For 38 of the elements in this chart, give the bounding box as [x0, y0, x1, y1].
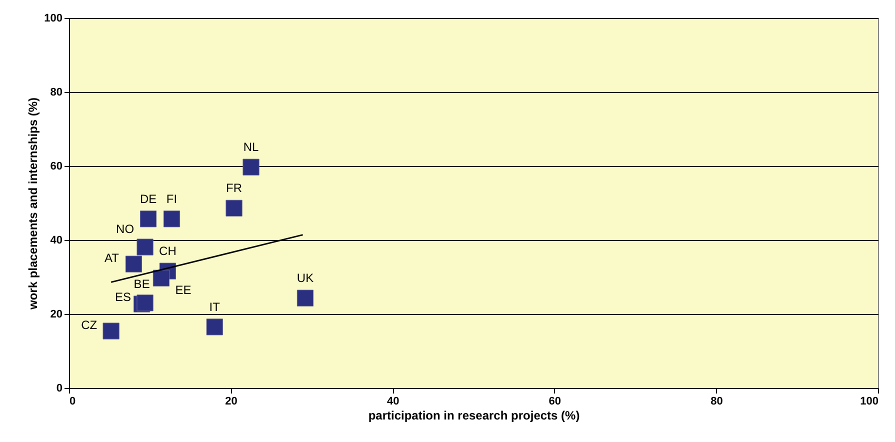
point	[163, 210, 180, 228]
x-tick-label: 20	[225, 396, 238, 408]
y-axis-title: work placements and internships (%)	[26, 97, 40, 311]
point	[242, 158, 260, 176]
x-tick-label: 0	[70, 396, 76, 408]
x-tick-label: 100	[860, 396, 878, 408]
annotation: IT	[209, 300, 221, 314]
y-tick-label: 0	[56, 382, 62, 394]
annotation: AT	[104, 251, 120, 266]
annotation: FI	[166, 192, 178, 206]
annotation: CZ	[81, 318, 98, 332]
point	[296, 290, 314, 306]
annotation: ES	[115, 290, 132, 304]
annotation: CH	[159, 244, 176, 258]
y-tick-label: 100	[44, 12, 62, 24]
point	[102, 322, 120, 340]
annotation: UK	[296, 271, 314, 286]
x-tick-label: 60	[548, 396, 562, 408]
y-tick-label: 20	[50, 308, 62, 320]
x-tick-label: 80	[710, 396, 723, 408]
annotation: NL	[243, 140, 260, 154]
y-tick-label: 60	[50, 160, 62, 172]
annotation: DE	[140, 192, 157, 206]
point	[125, 256, 142, 272]
point	[226, 200, 242, 216]
annotation: FR	[226, 181, 242, 196]
point	[152, 270, 170, 286]
x-tick-label: 40	[386, 396, 400, 408]
y-tick-label: 40	[50, 234, 62, 246]
point	[206, 318, 223, 336]
annotation: NO	[116, 222, 134, 236]
annotation: EE	[175, 283, 192, 298]
point	[140, 210, 157, 228]
y-tick-label: 80	[50, 86, 62, 98]
annotation: BE	[134, 277, 150, 292]
point	[136, 294, 154, 312]
point	[136, 238, 154, 256]
x-axis-title: participation in research projects (%)	[368, 408, 580, 422]
